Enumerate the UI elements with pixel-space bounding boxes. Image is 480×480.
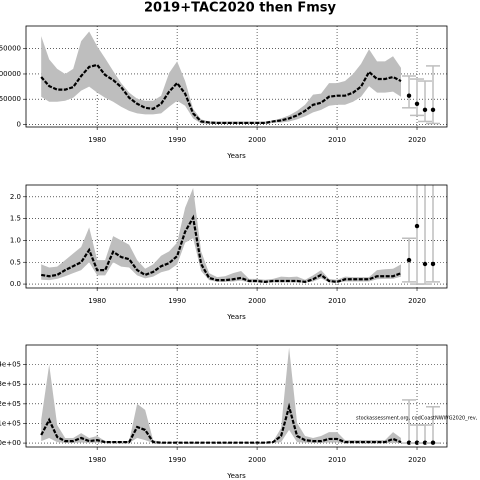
y-tick-label: 1.0 [10, 236, 21, 244]
x-tick-label: 2020 [408, 136, 426, 144]
plot-frame [25, 25, 448, 128]
y-tick-label: 100000 [0, 70, 21, 78]
y-tick-label: 1.5 [10, 215, 21, 223]
x-tick-label: 2010 [328, 297, 346, 305]
y-tick-label: 4e+05 [0, 361, 21, 369]
plot-area [26, 26, 447, 127]
x-tick-label: 2010 [328, 456, 346, 464]
y-tick-label: 150000 [0, 45, 21, 53]
x-tick-label: 2000 [248, 136, 266, 144]
x-tick-label: 2020 [408, 456, 426, 464]
x-axis-label: Years [226, 313, 246, 321]
confidence-band [41, 188, 402, 283]
projection-point [430, 261, 436, 267]
projection-point [414, 223, 420, 229]
confidence-band [41, 31, 402, 124]
x-tick-label: 1980 [88, 456, 106, 464]
y-tick-label: 50000 [0, 95, 21, 103]
projection-point [414, 101, 420, 106]
median-line [40, 63, 402, 125]
x-tick-label: 1980 [88, 297, 106, 305]
confidence-band [41, 347, 402, 443]
y-tick-label: 3e+05 [0, 380, 21, 388]
plot-area [26, 345, 447, 447]
x-tick-label: 2020 [408, 297, 426, 305]
projection-point [406, 93, 412, 98]
y-tick-label: 2.0 [10, 193, 21, 201]
y-tick-label: 1e+05 [0, 419, 21, 427]
projection-point [422, 107, 428, 113]
annotation: stockassessment.org, codCoastNWWG2020_re… [356, 416, 478, 422]
chart-title: 2019+TAC2020 then Fmsy [144, 1, 336, 16]
plot-area [26, 185, 447, 288]
median-line [41, 214, 402, 284]
projection-point [430, 440, 436, 445]
x-tick-label: 2000 [248, 297, 266, 305]
y-tick-label: 0e+00 [0, 439, 21, 447]
x-tick-label: 2010 [328, 136, 346, 144]
x-tick-label: 1990 [168, 456, 186, 464]
projection-point [422, 261, 428, 267]
y-tick-label: 2e+05 [0, 400, 21, 408]
plot-frame [25, 344, 448, 448]
x-tick-label: 2000 [248, 456, 266, 464]
median-line [40, 402, 402, 444]
y-tick-label: 0 [17, 120, 21, 128]
x-tick-label: 1980 [88, 136, 106, 144]
x-axis-label: Years [226, 472, 246, 480]
plot-frame [25, 184, 448, 289]
projection-point [430, 107, 436, 113]
x-tick-label: 1990 [168, 136, 186, 144]
x-axis-label: Years [226, 152, 246, 160]
y-tick-label: 0.0 [10, 280, 21, 288]
projection-point [406, 257, 412, 263]
y-tick-label: 0.5 [10, 258, 21, 266]
x-tick-label: 1990 [168, 297, 186, 305]
